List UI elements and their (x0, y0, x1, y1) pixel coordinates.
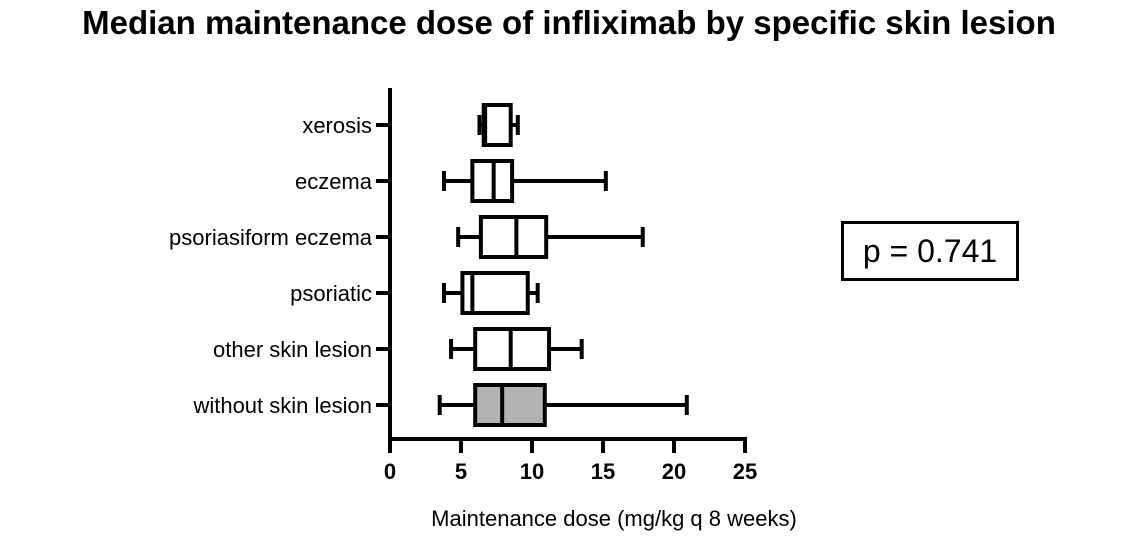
category-label: psoriasiform eczema (169, 225, 373, 250)
x-axis: 0 5 10 15 20 25 (384, 437, 757, 484)
box-without-skin-lesion (437, 383, 689, 427)
category-label: psoriatic (290, 281, 372, 306)
p-value-annotation: p = 0.741 (841, 221, 1019, 281)
box-psoriasiform-eczema (456, 215, 645, 259)
category-label: other skin lesion (213, 337, 372, 362)
box-psoriatic (441, 271, 540, 315)
chart-title: Median maintenance dose of infliximab by… (82, 4, 1056, 41)
x-tick-label: 5 (455, 459, 467, 484)
category-label: without skin lesion (192, 393, 372, 418)
box-eczema (441, 159, 608, 203)
x-axis-label: Maintenance dose (mg/kg q 8 weeks) (431, 506, 797, 531)
category-label: xerosis (302, 113, 372, 138)
x-tick-label: 0 (384, 459, 396, 484)
iqr-box (478, 215, 549, 259)
x-tick-label: 10 (520, 459, 544, 484)
iqr-box (481, 103, 513, 147)
x-tick-label: 20 (662, 459, 686, 484)
y-axis: xerosis eczema psoriasiform eczema psoriati… (169, 88, 392, 441)
iqr-box (473, 383, 547, 427)
boxes (437, 103, 689, 427)
box-xerosis (477, 103, 520, 147)
p-value-text: p = 0.741 (862, 232, 998, 269)
x-tick-label: 15 (591, 459, 615, 484)
category-label: eczema (295, 169, 373, 194)
box-other-skin-lesion (449, 327, 584, 371)
x-tick-label: 25 (733, 459, 757, 484)
